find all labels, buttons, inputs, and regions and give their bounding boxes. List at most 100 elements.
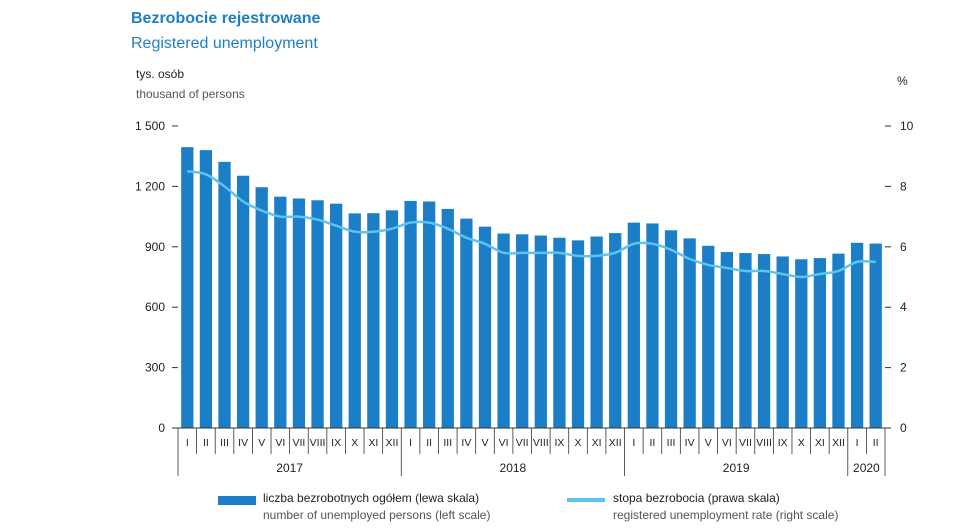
legend-bars-label-en: number of unemployed persons (left scale…	[263, 508, 491, 522]
legend-line-label-en: registered unemployment rate (right scal…	[613, 508, 839, 522]
month-label: XI	[368, 437, 378, 449]
month-label: XI	[592, 437, 602, 449]
bar-unemployed-24	[627, 222, 640, 428]
month-label: VI	[722, 437, 732, 449]
bar-unemployed-9	[348, 213, 361, 428]
bar-unemployed-23	[609, 233, 622, 428]
month-label: V	[481, 437, 488, 449]
chart-subtitle: Registered unemployment	[131, 35, 318, 52]
month-label: XI	[815, 437, 825, 449]
month-label: X	[798, 437, 805, 449]
month-label: VII	[516, 437, 529, 449]
bar-unemployed-31	[757, 254, 771, 428]
right-axis-tick-label: 10	[900, 119, 914, 133]
bar-unemployed-21	[571, 240, 585, 428]
bar-unemployed-25	[646, 223, 659, 428]
bar-unemployed-19	[534, 235, 547, 428]
month-label: X	[351, 437, 358, 449]
bar-unemployed-10	[367, 213, 380, 428]
year-label: 2018	[500, 461, 527, 475]
rate-line	[187, 170, 876, 279]
year-label: 2020	[853, 461, 880, 475]
bar-unemployed-28	[702, 245, 715, 428]
month-label: II	[426, 437, 432, 449]
right-axis-tick-label: 2	[900, 361, 907, 375]
month-label: XII	[832, 437, 845, 449]
bar-unemployed-3	[236, 175, 250, 428]
bar-unemployed-37	[869, 243, 882, 428]
month-label: III	[220, 437, 229, 449]
bar-unemployed-5	[274, 196, 287, 428]
left-axis-tick-label: 600	[145, 300, 165, 314]
month-label: III	[443, 437, 452, 449]
month-label: I	[409, 437, 412, 449]
bar-unemployed-1	[199, 150, 213, 428]
month-label: X	[575, 437, 582, 449]
bar-unemployed-12	[404, 200, 417, 428]
bar-unemployed-4	[255, 187, 268, 428]
legend-line: stopa bezrobocia (prawa skala) registere…	[613, 491, 838, 522]
month-label: V	[705, 437, 712, 449]
legend-line-label-pl: stopa bezrobocia (prawa skala)	[613, 491, 780, 505]
month-label: VII	[293, 437, 306, 449]
legend-line-swatch	[567, 498, 605, 502]
month-label: VIII	[533, 437, 549, 449]
bar-unemployed-2	[218, 161, 231, 428]
month-label: II	[873, 437, 879, 449]
bar-unemployed-36	[850, 242, 864, 428]
month-label: VIII	[756, 437, 772, 449]
bar-unemployed-8	[330, 203, 343, 428]
month-label: VI	[275, 437, 285, 449]
left-axis-tick-label: 1 200	[135, 179, 165, 193]
bar-unemployed-34	[813, 258, 827, 428]
left-axis-tick-label: 0	[158, 421, 165, 435]
bar-unemployed-26	[664, 230, 678, 428]
left-axis-tick-label: 900	[145, 240, 165, 254]
month-label: IX	[554, 437, 564, 449]
right-axis-tick-label: 0	[900, 421, 907, 435]
month-label: I	[856, 437, 859, 449]
left-axis-unit: tys. osób	[136, 67, 185, 81]
bar-unemployed-30	[739, 253, 752, 428]
month-label: III	[667, 437, 676, 449]
left-axis-tick-label: 300	[145, 361, 165, 375]
month-label: II	[203, 437, 209, 449]
month-label: IV	[238, 437, 248, 449]
bar-unemployed-17	[497, 233, 510, 428]
month-label: XII	[609, 437, 622, 449]
bar-unemployed-33	[795, 259, 808, 428]
month-label: VI	[499, 437, 509, 449]
right-axis-tick-label: 4	[900, 300, 907, 314]
bar-unemployed-15	[460, 218, 473, 428]
month-label: II	[650, 437, 656, 449]
month-label: IV	[685, 437, 695, 449]
bar-unemployed-11	[385, 210, 399, 428]
bar-unemployed-13	[423, 201, 436, 428]
bar-unemployed-6	[292, 198, 306, 428]
bar-unemployed-32	[776, 256, 789, 428]
left-axis-unit-english: thousand of persons	[136, 87, 245, 101]
year-label: 2017	[276, 461, 303, 475]
right-axis-unit: %	[897, 74, 908, 88]
right-axis-tick-label: 6	[900, 240, 907, 254]
legend-bar-swatch	[218, 496, 256, 505]
month-label: V	[258, 437, 265, 449]
month-label: I	[186, 437, 189, 449]
bar-unemployed-18	[516, 234, 529, 428]
chart-title: Bezrobocie rejestrowane	[131, 10, 321, 27]
bar-unemployed-20	[553, 237, 566, 428]
bar-unemployed-27	[683, 238, 696, 428]
month-label: IV	[461, 437, 471, 449]
bar-unemployed-16	[478, 226, 492, 428]
bar-unemployed-7	[311, 200, 324, 428]
left-axis-tick-label: 1 500	[135, 119, 165, 133]
month-label: I	[632, 437, 635, 449]
month-label: XII	[386, 437, 399, 449]
bar-unemployed-29	[720, 252, 733, 428]
bar-unemployed-0	[181, 147, 194, 428]
bar-unemployed-35	[832, 253, 845, 428]
legend-bars: liczba bezrobotnych ogółem (lewa skala) …	[263, 491, 490, 522]
month-label: VII	[739, 437, 752, 449]
month-label: VIII	[310, 437, 326, 449]
